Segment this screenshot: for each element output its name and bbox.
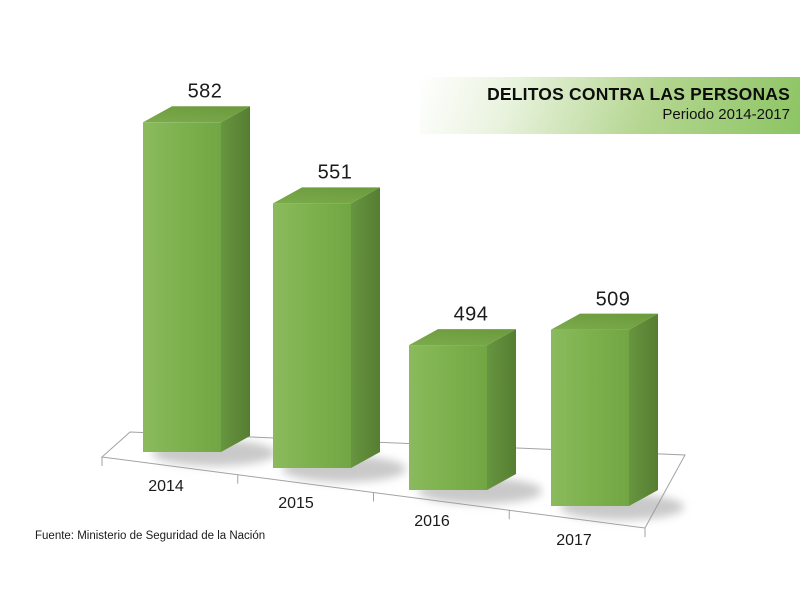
category-label-2016: 2016 bbox=[414, 513, 450, 531]
chart-title: DELITOS CONTRA LAS PERSONAS bbox=[487, 84, 790, 104]
source-note: Fuente: Ministerio de Seguridad de la Na… bbox=[35, 530, 266, 542]
chart-title-box: DELITOS CONTRA LAS PERSONAS Periodo 2014… bbox=[420, 77, 800, 134]
category-label-2015: 2015 bbox=[278, 495, 314, 513]
bar-2015 bbox=[273, 187, 406, 482]
bar-2014 bbox=[143, 106, 276, 466]
chart-subtitle: Periodo 2014-2017 bbox=[662, 106, 790, 123]
value-label-2017: 509 bbox=[595, 288, 631, 311]
bar-2016 bbox=[409, 329, 542, 504]
value-label-2015: 551 bbox=[317, 161, 353, 184]
category-label-2017: 2017 bbox=[556, 531, 592, 549]
value-label-2014: 582 bbox=[187, 80, 223, 103]
value-label-2016: 494 bbox=[453, 303, 489, 326]
category-label-2014: 2014 bbox=[148, 478, 184, 496]
bar-2017 bbox=[551, 313, 684, 520]
